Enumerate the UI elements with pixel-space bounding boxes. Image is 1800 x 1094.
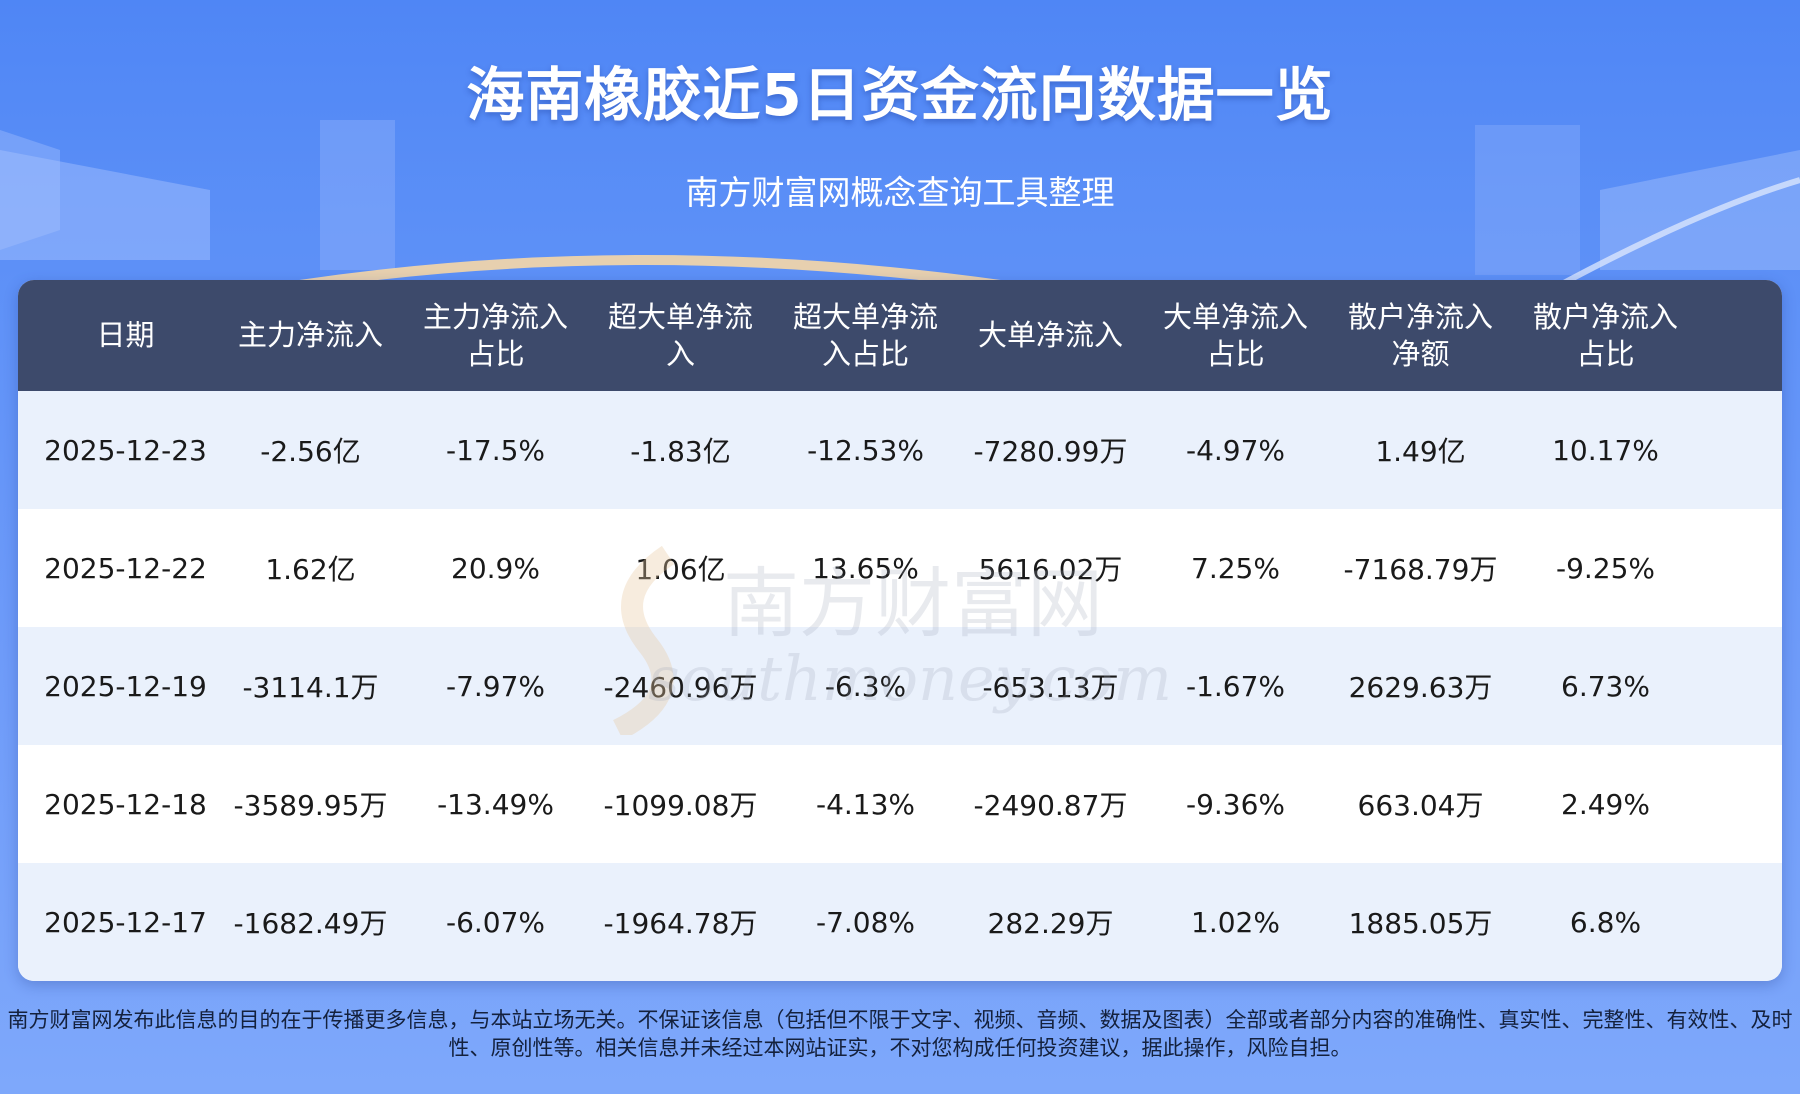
table-cell: -3114.1万: [242, 671, 379, 704]
page-title: 海南橡胶近5日资金流向数据一览: [466, 61, 1334, 129]
page-subtitle: 南方财富网概念查询工具整理: [685, 173, 1115, 212]
table-cell: 20.9%: [451, 551, 540, 585]
table-cell: -17.5%: [445, 433, 546, 467]
table-cell: 282.29万: [987, 907, 1114, 940]
table-row: 2025-12-17 -1682.49万 -6.07% -1964.78万 -7…: [18, 863, 1782, 981]
table-cell: -3589.95万: [233, 789, 388, 822]
col-header-main-ratio: 主力净流入 占比: [422, 299, 568, 371]
table-cell: -6.07%: [445, 905, 546, 939]
col-header-date: 日期: [96, 318, 155, 352]
table-cell: -12.53%: [807, 433, 924, 467]
table-cell: 6.73%: [1561, 669, 1650, 703]
table-cell: -7.08%: [815, 905, 916, 939]
table-cell: -1682.49万: [233, 907, 388, 940]
table-row: 2025-12-18 -3589.95万 -13.49% -1099.08万 -…: [18, 745, 1782, 863]
table-cell: -7280.99万: [973, 435, 1128, 468]
table-cell: 1.62亿: [265, 553, 356, 586]
disclaimer-text: 南方财富网发布此信息的目的在于传播更多信息，与本站立场无关。不保证该信息（包括但…: [7, 1008, 1793, 1060]
table-cell: -2490.87万: [973, 789, 1128, 822]
table-row: 2025-12-22 1.62亿 20.9% 1.06亿 13.65% 5616…: [18, 509, 1782, 627]
table-cell: 1.06亿: [635, 553, 726, 586]
table-cell: -1099.08万: [603, 789, 758, 822]
table-cell: -1964.78万: [603, 907, 758, 940]
table-cell: -4.13%: [815, 787, 916, 821]
table-row: 2025-12-23 -2.56亿 -17.5% -1.83亿 -12.53% …: [18, 391, 1782, 509]
table-cell: -653.13万: [982, 671, 1119, 704]
table-cell: 2.49%: [1561, 787, 1650, 821]
table-cell: -1.67%: [1185, 669, 1286, 703]
table-cell: -9.25%: [1555, 551, 1656, 585]
col-header-retail-ratio: 散户净流入 占比: [1532, 299, 1678, 371]
table-cell: 13.65%: [812, 551, 919, 585]
table-row: 2025-12-19 -3114.1万 -7.97% -2460.96万 -6.…: [18, 627, 1782, 745]
table-cell: 2025-12-19: [44, 669, 207, 703]
table-cell: 7.25%: [1191, 551, 1280, 585]
col-header-xl-ratio: 超大单净流 入占比: [792, 299, 938, 371]
table-cell: 2025-12-17: [44, 905, 207, 939]
table-cell: 6.8%: [1569, 905, 1642, 939]
data-table: 日期 主力净流入 主力净流入 占比 超大单净流 入 超大单净流 入占比 大单净流…: [18, 280, 1782, 981]
table-cell: 2629.63万: [1348, 671, 1493, 704]
table-cell: -6.3%: [824, 669, 907, 703]
table-cell: -4.97%: [1185, 433, 1286, 467]
col-header-large-ratio: 大单净流入 占比: [1162, 299, 1308, 371]
table-cell: 663.04万: [1357, 789, 1484, 822]
table-cell: -13.49%: [437, 787, 554, 821]
table-cell: 10.17%: [1552, 433, 1659, 467]
table-cell: 1.49亿: [1375, 435, 1466, 468]
col-header-large-inflow: 大单净流入: [977, 318, 1123, 352]
table-cell: 2025-12-22: [44, 551, 207, 585]
col-header-retail-inflow: 散户净流入 净额: [1347, 299, 1493, 371]
table-cell: -2.56亿: [260, 435, 361, 468]
table-cell: 5616.02万: [978, 553, 1123, 586]
table-cell: 1885.05万: [1348, 907, 1493, 940]
table-cell: 2025-12-23: [44, 433, 207, 467]
table-header: 日期 主力净流入 主力净流入 占比 超大单净流 入 超大单净流 入占比 大单净流…: [18, 280, 1782, 391]
col-header-main-inflow: 主力净流入: [237, 318, 383, 352]
col-header-xl-inflow: 超大单净流 入: [607, 299, 753, 371]
table-cell: -7168.79万: [1343, 553, 1498, 586]
table-cell: -7.97%: [445, 669, 546, 703]
table-cell: 2025-12-18: [44, 787, 207, 821]
table-cell: -9.36%: [1185, 787, 1286, 821]
table-cell: 1.02%: [1191, 905, 1280, 939]
background-decoration: [0, 120, 1800, 290]
table-cell: -2460.96万: [603, 671, 758, 704]
table-cell: -1.83亿: [630, 435, 731, 468]
